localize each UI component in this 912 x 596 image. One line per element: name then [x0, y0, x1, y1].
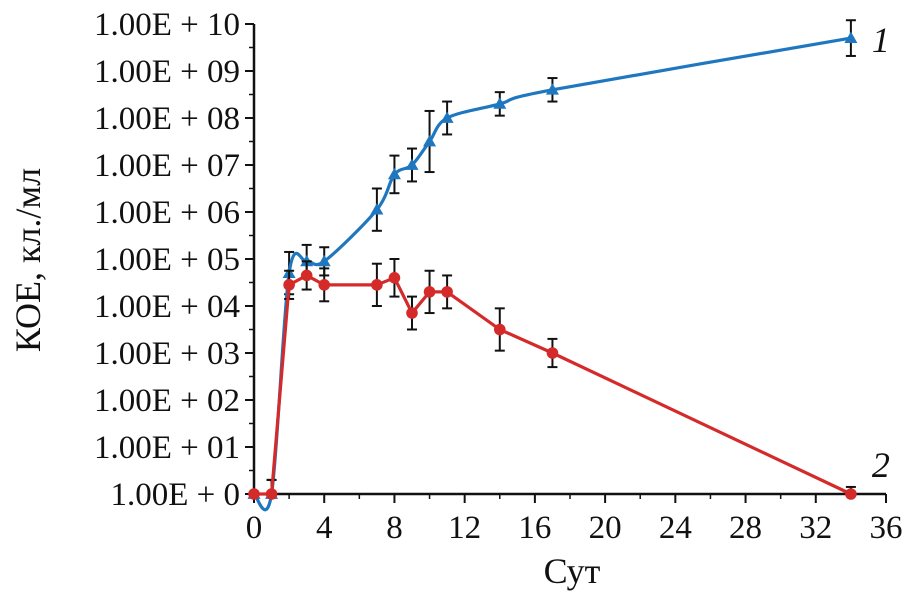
y-tick-label: 1.00E + 05: [94, 242, 240, 278]
x-tick-label: 12: [448, 510, 481, 546]
x-tick-label: 8: [386, 510, 403, 546]
series-layer: 12: [247, 19, 890, 512]
y-axis-title: КОЕ, кл./мл: [8, 168, 48, 352]
y-tick-label: 1.00E + 0: [110, 477, 240, 513]
x-tick-label: 24: [659, 510, 692, 546]
x-tick-label: 16: [518, 510, 551, 546]
data-point: [388, 272, 401, 284]
data-point: [371, 279, 383, 291]
data-point: [370, 203, 384, 215]
data-point: [423, 135, 437, 147]
data-point: [493, 97, 507, 109]
series-line: [252, 36, 852, 512]
data-point: [441, 286, 453, 298]
x-tick-label: 32: [799, 510, 832, 546]
data-point: [844, 31, 858, 43]
data-point: [300, 269, 313, 282]
y-tick-label: 1.00E + 02: [94, 383, 240, 419]
y-tick-label: 1.00E + 09: [94, 54, 240, 90]
x-axis-title: Сут: [544, 551, 601, 591]
series-label: 1: [872, 20, 890, 60]
series-2: 2: [248, 258, 890, 500]
y-tick-label: 1.00E + 03: [94, 336, 240, 372]
data-point: [248, 488, 260, 500]
y-tick-label: 1.00E + 07: [94, 148, 240, 184]
y-tick-label: 1.00E + 08: [94, 101, 240, 137]
data-point: [440, 111, 454, 123]
data-point: [283, 279, 295, 291]
axes: [252, 24, 886, 496]
series-line: [254, 273, 852, 496]
ticks: 1.00E + 01.00E + 011.00E + 021.00E + 031…: [94, 7, 903, 546]
data-point: [545, 83, 559, 95]
data-point: [318, 279, 331, 291]
data-point: [546, 347, 559, 359]
x-tick-label: 4: [316, 510, 333, 546]
data-point: [317, 254, 331, 267]
y-tick-label: 1.00E + 10: [94, 7, 240, 43]
data-point: [493, 323, 506, 336]
x-tick-label: 20: [589, 510, 622, 546]
y-tick-label: 1.00E + 04: [94, 289, 240, 325]
data-point: [423, 286, 436, 298]
data-point: [265, 488, 278, 500]
x-tick-label: 28: [729, 510, 762, 546]
data-point: [405, 158, 419, 170]
data-point: [387, 167, 401, 180]
y-tick-label: 1.00E + 06: [94, 195, 240, 231]
series-1: 1: [247, 19, 890, 512]
x-tick-label: 0: [246, 510, 263, 546]
series-label: 2: [872, 445, 890, 485]
data-point: [845, 488, 857, 500]
x-tick-label: 36: [870, 510, 903, 546]
y-tick-label: 1.00E + 01: [94, 430, 240, 466]
data-point: [406, 307, 418, 319]
